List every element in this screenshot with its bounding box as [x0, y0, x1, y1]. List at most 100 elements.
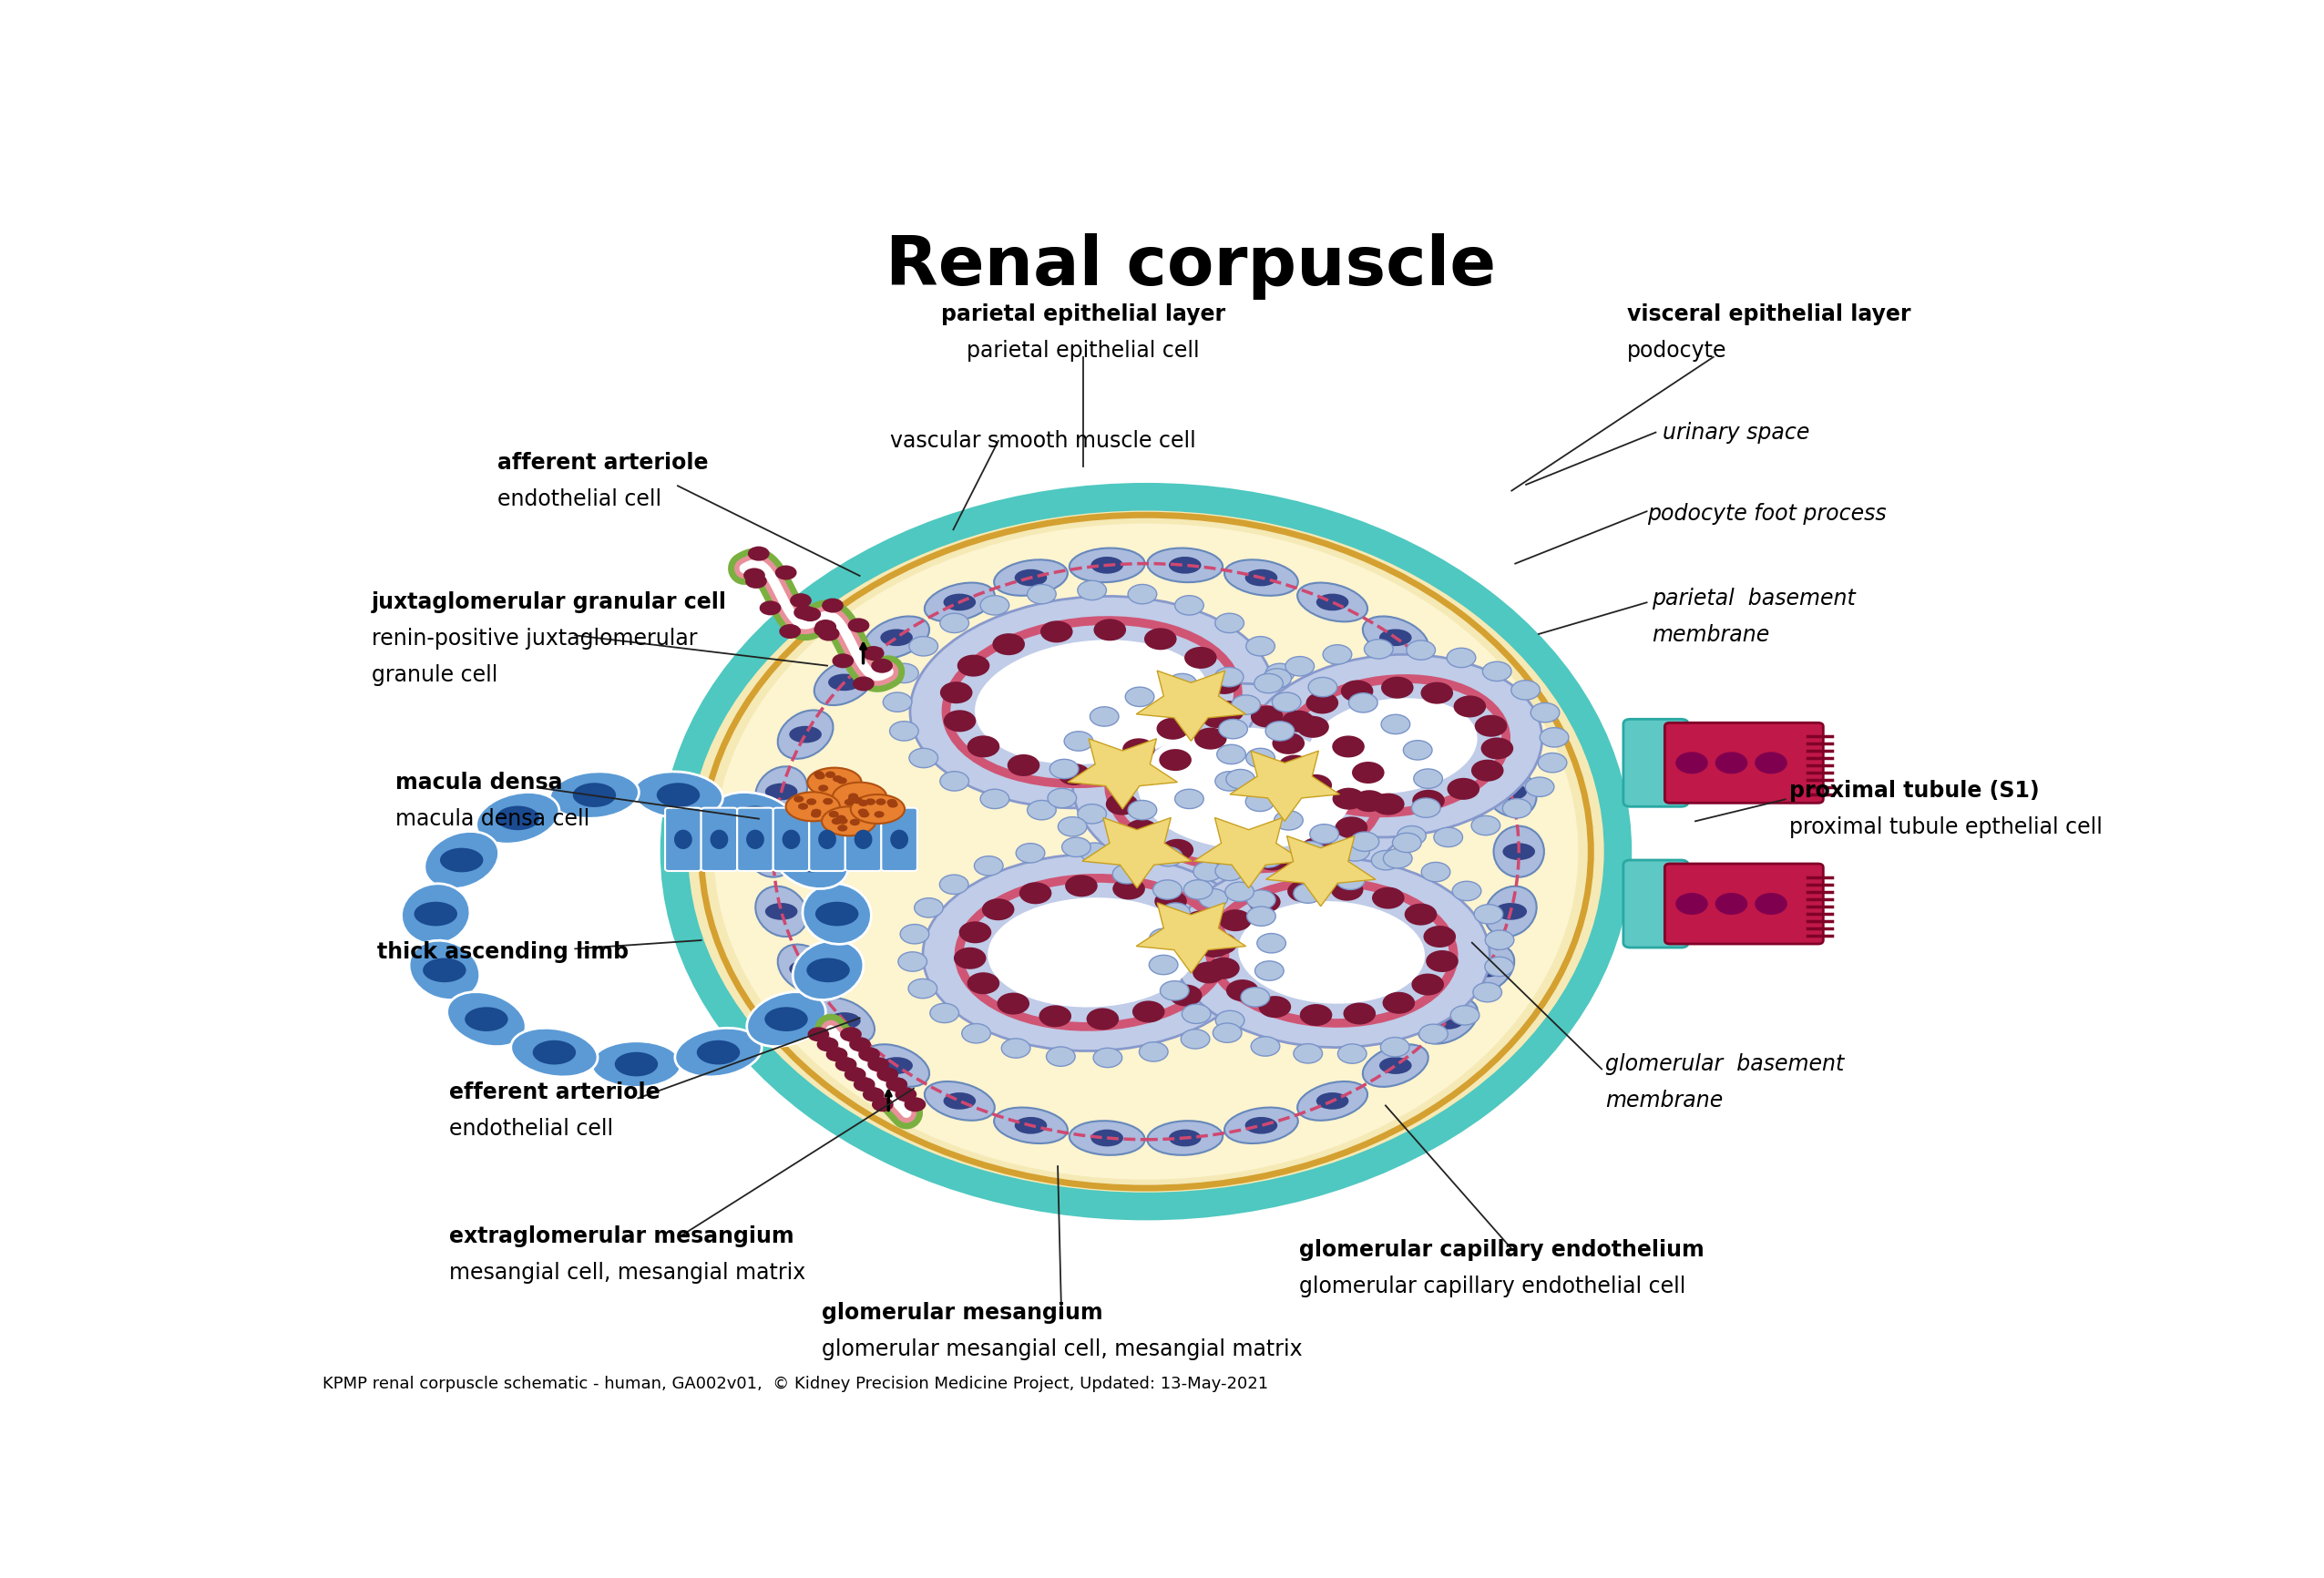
Ellipse shape [758, 843, 790, 860]
Circle shape [1755, 753, 1787, 773]
Circle shape [806, 798, 816, 805]
Ellipse shape [881, 1057, 913, 1075]
Circle shape [1397, 825, 1427, 846]
Circle shape [1111, 762, 1143, 783]
Circle shape [790, 593, 811, 608]
Circle shape [962, 1024, 990, 1043]
Ellipse shape [806, 768, 862, 797]
Circle shape [1371, 887, 1404, 909]
Ellipse shape [1016, 1117, 1048, 1135]
Ellipse shape [1378, 1057, 1411, 1075]
Text: visceral epithelial layer: visceral epithelial layer [1627, 303, 1910, 325]
Text: renin-positive juxtaglomerular: renin-positive juxtaglomerular [372, 628, 697, 650]
Ellipse shape [790, 959, 823, 977]
Circle shape [1248, 906, 1276, 926]
FancyBboxPatch shape [1664, 723, 1824, 803]
Circle shape [981, 789, 1009, 808]
Ellipse shape [818, 830, 837, 849]
Circle shape [1532, 702, 1559, 723]
Circle shape [967, 972, 999, 994]
Ellipse shape [802, 884, 872, 944]
Circle shape [930, 1004, 960, 1023]
Circle shape [1448, 649, 1476, 667]
Ellipse shape [1243, 655, 1543, 838]
Circle shape [1150, 928, 1178, 948]
Ellipse shape [827, 1013, 860, 1029]
Ellipse shape [1432, 674, 1464, 691]
Circle shape [1006, 754, 1039, 776]
Text: juxtaglomerular granular cell: juxtaglomerular granular cell [372, 592, 727, 614]
Ellipse shape [674, 830, 693, 849]
Circle shape [1157, 718, 1190, 740]
Circle shape [862, 1087, 883, 1101]
Ellipse shape [1074, 683, 1418, 893]
Text: glomerular mesangium: glomerular mesangium [823, 1302, 1104, 1324]
Ellipse shape [423, 958, 467, 983]
FancyBboxPatch shape [702, 808, 737, 871]
Ellipse shape [614, 1053, 658, 1076]
Circle shape [776, 565, 797, 579]
Ellipse shape [572, 783, 616, 808]
Circle shape [816, 773, 825, 780]
Circle shape [939, 772, 969, 791]
Circle shape [1246, 748, 1276, 768]
Circle shape [1364, 639, 1392, 658]
Ellipse shape [816, 901, 858, 926]
Text: glomerular mesangial cell, mesangial matrix: glomerular mesangial cell, mesangial mat… [823, 1338, 1301, 1360]
Circle shape [1350, 832, 1378, 851]
Circle shape [1064, 732, 1092, 751]
Circle shape [1483, 661, 1511, 682]
Circle shape [1715, 893, 1748, 915]
Circle shape [1332, 787, 1364, 810]
Circle shape [1322, 645, 1353, 664]
Ellipse shape [755, 767, 806, 817]
Ellipse shape [1174, 857, 1490, 1048]
Circle shape [1413, 789, 1446, 811]
Circle shape [1383, 993, 1415, 1013]
Ellipse shape [1362, 1045, 1429, 1087]
Circle shape [1383, 849, 1413, 868]
Circle shape [913, 898, 944, 917]
Circle shape [997, 993, 1030, 1015]
Ellipse shape [813, 997, 874, 1043]
Ellipse shape [1148, 1120, 1222, 1155]
Circle shape [1148, 955, 1178, 975]
Ellipse shape [658, 783, 700, 808]
Text: parietal epithelial layer: parietal epithelial layer [941, 303, 1225, 325]
Text: endothelial cell: endothelial cell [497, 488, 662, 510]
Circle shape [811, 811, 820, 817]
Circle shape [832, 775, 844, 783]
Ellipse shape [1090, 557, 1122, 574]
Ellipse shape [765, 1007, 809, 1032]
Circle shape [1278, 754, 1311, 776]
Circle shape [1299, 775, 1332, 797]
Circle shape [1422, 926, 1455, 947]
Circle shape [899, 925, 930, 944]
Text: membrane: membrane [1606, 1090, 1722, 1111]
Ellipse shape [1148, 548, 1222, 582]
Circle shape [1215, 1010, 1243, 1030]
Circle shape [779, 623, 802, 639]
Ellipse shape [779, 710, 832, 759]
Circle shape [858, 1048, 881, 1062]
Ellipse shape [495, 806, 539, 830]
Circle shape [837, 814, 846, 822]
Ellipse shape [988, 898, 1197, 1007]
Polygon shape [1195, 817, 1304, 888]
Circle shape [1197, 936, 1229, 958]
Ellipse shape [532, 1040, 576, 1065]
Ellipse shape [748, 825, 799, 877]
Circle shape [1232, 694, 1260, 715]
Circle shape [1504, 798, 1532, 817]
Text: glomerular  basement: glomerular basement [1606, 1053, 1845, 1075]
Circle shape [1208, 672, 1241, 694]
Circle shape [1452, 696, 1485, 718]
Circle shape [1476, 715, 1508, 737]
Circle shape [1250, 705, 1283, 727]
Circle shape [1308, 677, 1336, 697]
Circle shape [1413, 768, 1443, 789]
Circle shape [872, 1097, 892, 1112]
Circle shape [818, 626, 839, 641]
Ellipse shape [806, 958, 851, 983]
Ellipse shape [1504, 843, 1536, 860]
